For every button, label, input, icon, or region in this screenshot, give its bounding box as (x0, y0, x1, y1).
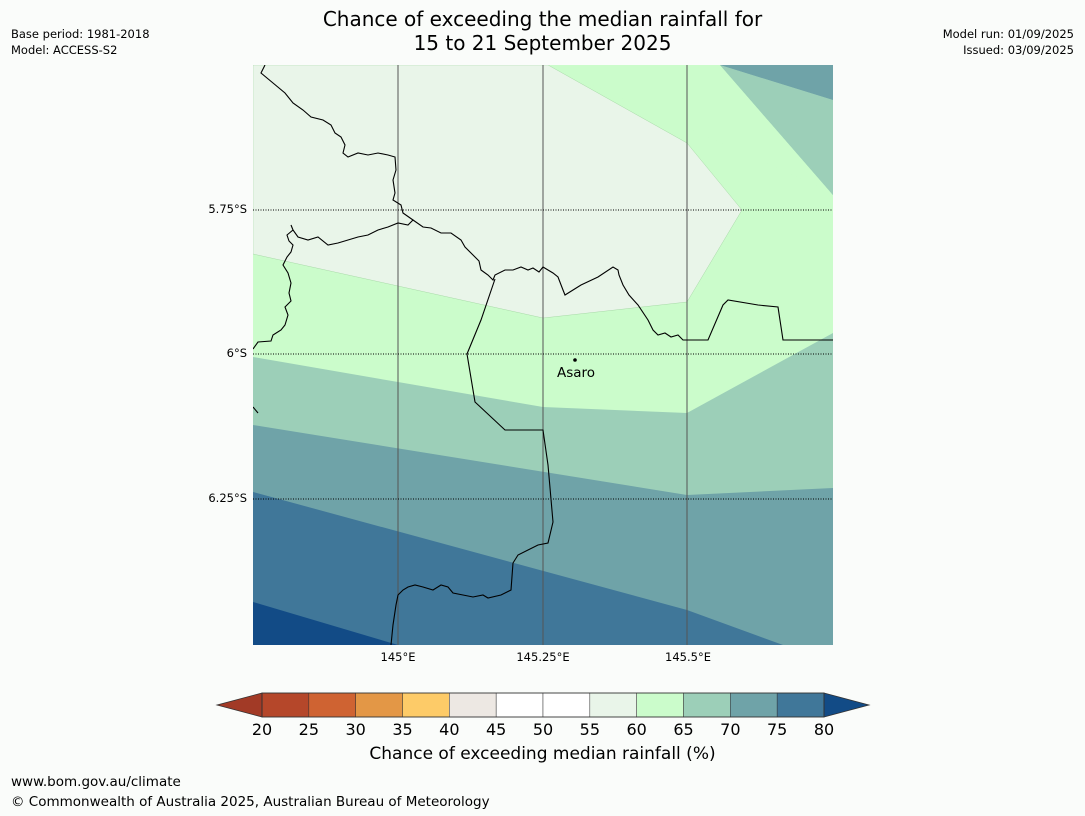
colorbar-segment-35-40 (402, 692, 450, 718)
lon-label-145-25e: 145.25°E (516, 650, 570, 664)
colorbar-segment-75-80 (776, 692, 825, 718)
colorbar-segments (261, 692, 825, 718)
colorbar-frame (261, 692, 825, 718)
colorbar-tick-50: 50 (532, 720, 554, 739)
lon-label-145-5e: 145.5°E (665, 650, 711, 664)
title-line-1: Chance of exceeding the median rainfall … (322, 7, 763, 31)
title-line-2: 15 to 21 September 2025 (413, 31, 672, 55)
colorbar-above-arrow (823, 692, 871, 718)
lat-label-6-25s: 6.25°S (208, 491, 247, 505)
colorbar-segment-40-45 (449, 692, 497, 718)
colorbar-tick-25: 25 (298, 720, 320, 739)
colorbar-label: Chance of exceeding median rainfall (%) (369, 744, 716, 764)
header-left-info: Base period: 1981-2018 Model: ACCESS-S2 (11, 26, 150, 58)
colorbar-tick-70: 70 (720, 720, 741, 739)
town-marker (573, 358, 577, 362)
colorbar-tick-55: 55 (579, 720, 601, 739)
band-70-corner (720, 65, 833, 195)
colorbar-tick-65: 65 (673, 720, 694, 739)
colorbar-segment-50-55 (542, 692, 591, 718)
rainfall-map (253, 65, 833, 645)
base-period: Base period: 1981-2018 (11, 27, 150, 41)
lat-label-6s: 6°S (226, 346, 247, 360)
copyright-notice: © Commonwealth of Australia 2025, Austra… (11, 794, 490, 810)
colorbar (215, 692, 871, 718)
colorbar-tick-45: 45 (485, 720, 507, 739)
colorbar-segment-65-70 (683, 692, 731, 718)
colorbar-tick-20: 20 (251, 720, 273, 739)
town-label-asaro: Asaro (557, 365, 596, 381)
colorbar-tick-30: 30 (345, 720, 366, 739)
lat-label-5-75s: 5.75°S (208, 202, 247, 216)
colorbar-segment-70-75 (730, 692, 778, 718)
colorbar-tick-75: 75 (766, 720, 788, 739)
colorbar-below-arrow (215, 692, 263, 718)
map-title: Chance of exceeding the median rainfall … (0, 7, 1085, 55)
colorbar-tick-80: 80 (813, 720, 835, 739)
colorbar-segment-55-60 (589, 692, 637, 718)
colorbar-tick-60: 60 (626, 720, 647, 739)
band-60-65-ne (548, 65, 833, 195)
colorbar-tick-35: 35 (392, 720, 413, 739)
header-right-info: Model run: 01/09/2025 Issued: 03/09/2025 (943, 26, 1074, 58)
model-run: Model run: 01/09/2025 (942, 27, 1074, 41)
band-55-60 (253, 65, 743, 319)
colorbar-segment-45-50 (495, 692, 544, 718)
lon-label-145e: 145°E (380, 650, 416, 664)
website-link[interactable]: www.bom.gov.au/climate (11, 774, 181, 790)
colorbar-segment-20-25 (261, 692, 310, 718)
model-name: Model: ACCESS-S2 (11, 43, 118, 57)
colorbar-segment-30-35 (355, 692, 403, 718)
colorbar-segment-60-65 (636, 692, 684, 718)
province-boundaries (253, 65, 833, 645)
colorbar-segment-25-30 (308, 692, 356, 718)
colorbar-tick-40: 40 (439, 720, 460, 739)
issued-date: Issued: 03/09/2025 (963, 43, 1074, 57)
